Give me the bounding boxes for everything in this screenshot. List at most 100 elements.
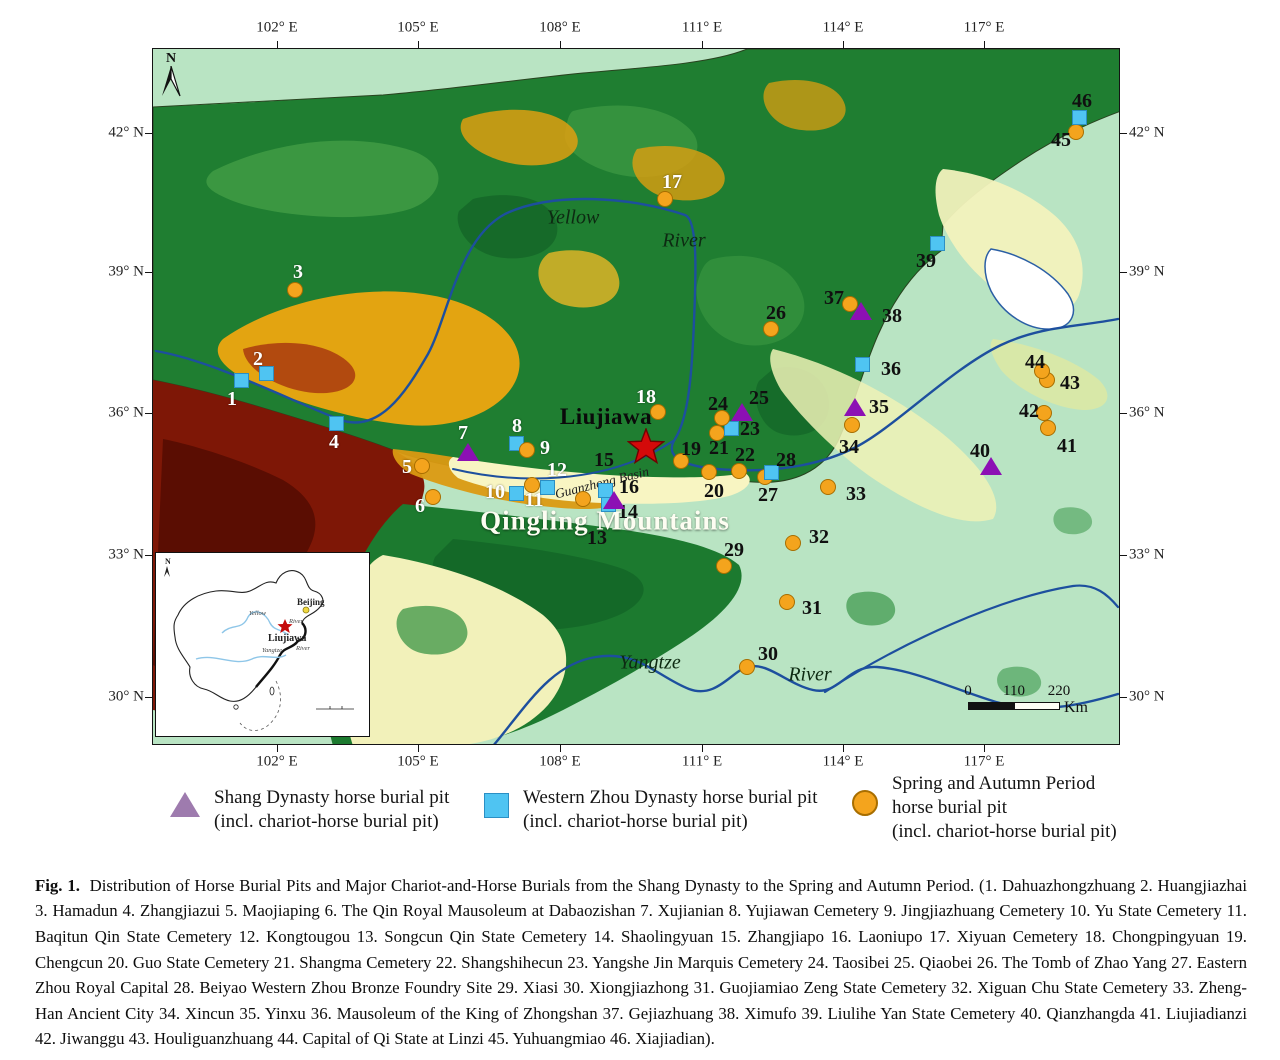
terrain-green-dark xyxy=(457,195,558,259)
terrain-se-speckle xyxy=(846,591,896,626)
inset-hainan xyxy=(233,704,239,710)
legend-line-1-1: (incl. chariot-horse burial pit) xyxy=(523,811,748,832)
axis-label-bottom-2: 108° E xyxy=(539,753,581,770)
axis-label-left-3: 33° N xyxy=(108,546,144,563)
scale-bar-white xyxy=(1014,702,1060,710)
scale-bar-black xyxy=(968,702,1014,710)
axis-label-top-1: 105° E xyxy=(397,19,439,36)
axis-tick-bottom-5 xyxy=(984,745,986,752)
terrain-green-light xyxy=(206,140,439,218)
inset-taiwan xyxy=(269,686,275,696)
caption-label: Fig. 1. xyxy=(35,875,80,895)
axis-tick-right-4 xyxy=(1120,697,1127,699)
scale-tick-0: 0 xyxy=(964,683,972,699)
inset-north-label: N xyxy=(165,557,171,566)
axis-tick-right-3 xyxy=(1120,555,1127,557)
legend-line-0-0: Shang Dynasty horse burial pit xyxy=(214,787,450,808)
terrain-orange-patch xyxy=(538,250,620,308)
axis-label-right-2: 36° N xyxy=(1129,404,1165,421)
inset-liujiawa-star xyxy=(277,619,293,633)
axis-label-right-1: 39° N xyxy=(1129,263,1165,280)
axis-tick-right-2 xyxy=(1120,413,1127,415)
axis-label-left-4: 30° N xyxy=(108,688,144,705)
axis-label-top-4: 114° E xyxy=(822,19,864,36)
inset-beijing-marker xyxy=(302,606,310,614)
axis-label-top-0: 102° E xyxy=(256,19,298,36)
terrain-orange-patch xyxy=(763,79,846,131)
terrain-orange-patch xyxy=(460,109,578,166)
legend-item-2: Spring and Autumn Period horse burial pit… xyxy=(852,772,1117,844)
axis-tick-bottom-4 xyxy=(843,745,845,752)
scale-tick-110: 110 xyxy=(1003,683,1025,699)
scale-bar: 0 110 220 Km xyxy=(958,683,1098,716)
inset-yellow-label: Yellow xyxy=(249,610,267,617)
inset-scalebar xyxy=(316,706,354,710)
axis-tick-left-1 xyxy=(145,272,152,274)
legend-line-2-2: (incl. chariot-horse burial pit) xyxy=(892,821,1117,842)
axis-tick-top-2 xyxy=(560,41,562,48)
legend-text-0: Shang Dynasty horse burial pit (incl. cha… xyxy=(214,786,449,834)
legend-line-2-0: Spring and Autumn Period xyxy=(892,773,1096,794)
yangtze-branch xyxy=(823,584,1119,694)
terrain-south-speckle xyxy=(396,605,468,655)
axis-label-left-1: 39° N xyxy=(108,263,144,280)
axis-label-left-0: 42° N xyxy=(108,124,144,141)
inset-yellow-river-label: River xyxy=(288,618,304,625)
axis-tick-bottom-1 xyxy=(418,745,420,752)
axis-tick-bottom-2 xyxy=(560,745,562,752)
axis-tick-top-1 xyxy=(418,41,420,48)
caption-text: Distribution of Horse Burial Pits and Ma… xyxy=(35,875,1248,1049)
china-east-coast xyxy=(255,622,307,688)
north-arrow-label: N xyxy=(165,51,177,66)
axis-tick-bottom-0 xyxy=(277,745,279,752)
legend-line-0-1: (incl. chariot-horse burial pit) xyxy=(214,811,439,832)
inset-yangtze-river xyxy=(195,654,287,663)
axis-label-bottom-4: 114° E xyxy=(822,753,864,770)
axis-tick-top-0 xyxy=(277,41,279,48)
axis-tick-left-0 xyxy=(145,133,152,135)
terrain-east-pale xyxy=(770,349,997,522)
legend-item-1: Western Zhou Dynasty horse burial pit (in… xyxy=(484,786,818,834)
inset-north-icon xyxy=(164,566,170,577)
axis-label-bottom-1: 105° E xyxy=(397,753,439,770)
axis-tick-left-4 xyxy=(145,697,152,699)
axis-label-bottom-5: 117° E xyxy=(963,753,1005,770)
scale-unit: Km xyxy=(1064,699,1088,716)
legend-line-1-0: Western Zhou Dynasty horse burial pit xyxy=(523,787,818,808)
inset-china-map: N Beijing Liujiawa Yellow River Yangtze … xyxy=(164,557,354,731)
axis-tick-top-3 xyxy=(702,41,704,48)
legend-item-0: Shang Dynasty horse burial pit (incl. cha… xyxy=(170,786,449,834)
legend-triangle-icon xyxy=(170,792,200,817)
axis-label-top-2: 108° E xyxy=(539,19,581,36)
axis-tick-right-1 xyxy=(1120,272,1127,274)
axis-tick-right-0 xyxy=(1120,133,1127,135)
axis-label-right-4: 30° N xyxy=(1129,688,1165,705)
axis-label-top-5: 117° E xyxy=(963,19,1005,36)
yellow-river xyxy=(154,197,1119,472)
axis-label-left-2: 36° N xyxy=(108,404,144,421)
axis-label-bottom-0: 102° E xyxy=(256,753,298,770)
legend-circle-icon xyxy=(852,790,878,816)
inset-map: N Beijing Liujiawa Yellow River Yangtze … xyxy=(155,552,370,737)
axis-label-right-3: 33° N xyxy=(1129,546,1165,563)
inset-yangtze-river-label: River xyxy=(295,645,311,652)
terrain-se-speckle xyxy=(1053,507,1093,535)
terrain-red-ridge xyxy=(243,342,356,394)
legend-text-1: Western Zhou Dynasty horse burial pit (in… xyxy=(523,786,818,834)
terrain-orange-band xyxy=(217,291,520,426)
terrain-orange-patch xyxy=(632,145,725,201)
axis-label-bottom-3: 111° E xyxy=(681,753,723,770)
axis-tick-top-5 xyxy=(984,41,986,48)
terrain-se-speckle xyxy=(997,666,1042,697)
axis-label-right-0: 42° N xyxy=(1129,124,1165,141)
inset-dash-line xyxy=(239,680,281,731)
legend-line-2-1: horse burial pit xyxy=(892,797,1008,818)
inset-yangtze-label: Yangtze xyxy=(262,647,282,654)
axis-label-top-3: 111° E xyxy=(681,19,723,36)
north-arrow-icon xyxy=(162,65,181,97)
axis-tick-left-3 xyxy=(145,555,152,557)
scale-tick-220: 220 xyxy=(1047,683,1071,699)
axis-tick-left-2 xyxy=(145,413,152,415)
axis-tick-top-4 xyxy=(843,41,845,48)
